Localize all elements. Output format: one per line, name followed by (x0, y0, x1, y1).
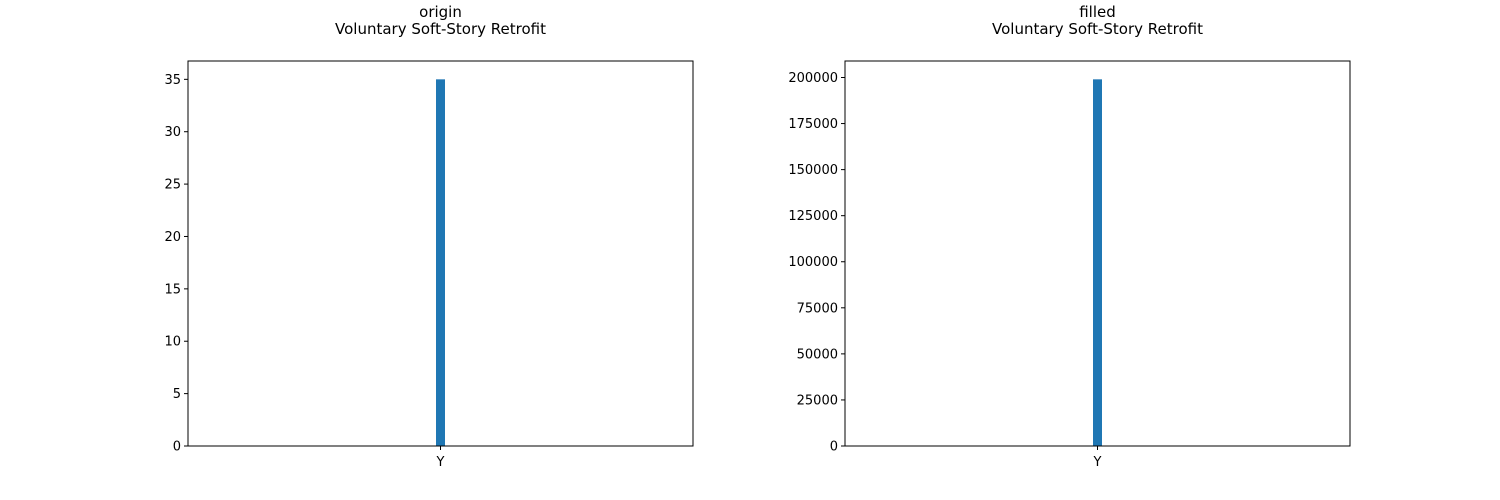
y-tick-label: 150000 (788, 163, 838, 178)
y-tick-label: 30 (164, 125, 181, 140)
y-tick-label: 25000 (797, 393, 838, 408)
x-tick-label: Y (1093, 455, 1102, 470)
subplot-filled: filled Voluntary Soft-Story Retrofit 0 25… (788, 3, 1351, 470)
y-tick-label: 10 (164, 335, 181, 350)
plot-area: 0 25000 50000 75000 100000 125000 150000 175000… (788, 60, 1351, 470)
plot-area: 0 5 10 15 20 25 30 35 Y (164, 60, 694, 470)
y-tick-label: 0 (173, 440, 181, 455)
y-tick-label: 100000 (788, 255, 838, 270)
y-tick-label: 0 (830, 440, 838, 455)
bar-y (1093, 79, 1102, 446)
chart-title-line2: Voluntary Soft-Story Retrofit (335, 20, 546, 38)
y-tick-label: 125000 (788, 209, 838, 224)
y-tick-label: 75000 (797, 301, 838, 316)
y-tick-label: 175000 (788, 117, 838, 132)
y-tick-label: 5 (173, 387, 181, 402)
y-tick-label: 25 (164, 178, 181, 193)
y-tick-label: 20 (164, 230, 181, 245)
subplot-origin: origin Voluntary Soft-Story Retrofit 0 5 1… (164, 3, 694, 470)
chart-title-line1: origin (419, 3, 462, 21)
y-tick-label: 50000 (797, 347, 838, 362)
y-tick-label: 35 (164, 73, 181, 88)
chart-title-line1: filled (1079, 3, 1116, 21)
y-tick-label: 200000 (788, 71, 838, 86)
y-tick-label: 15 (164, 282, 181, 297)
chart-title-line2: Voluntary Soft-Story Retrofit (992, 20, 1203, 38)
x-tick-label: Y (436, 455, 445, 470)
bar-y (436, 79, 445, 446)
